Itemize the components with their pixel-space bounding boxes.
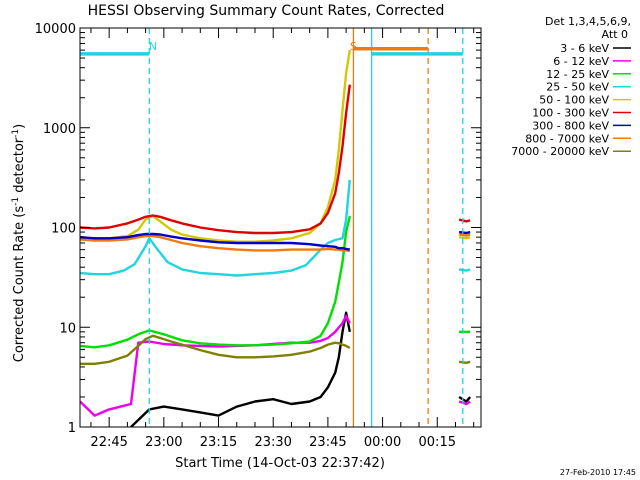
- series-line-50-100-kev-part2: [458, 236, 471, 240]
- legend-label: 50 - 100 keV: [539, 94, 609, 107]
- series-line-3-6-kev-part2: [130, 311, 351, 427]
- y-axis: 1 10 100 1000 10000: [35, 22, 481, 436]
- annotation-n: N: [149, 40, 157, 53]
- legend-label: 25 - 50 keV: [546, 81, 609, 94]
- series-line-100-300-kev-part2: [458, 218, 471, 223]
- x-tick-label: 22:45: [90, 435, 127, 450]
- legend-label: 12 - 25 keV: [546, 68, 609, 81]
- x-tick-label: 23:30: [254, 435, 291, 450]
- x-tick-label: 23:00: [145, 435, 182, 450]
- legend-header-line-2: Att 0: [602, 28, 628, 41]
- series-line-7000-20000-kev-part2: [458, 360, 471, 364]
- series-line-800-7000-kev-part2: [458, 233, 471, 237]
- x-tick-label: 00:00: [364, 435, 401, 450]
- series-line-12-25-kev: [80, 215, 351, 349]
- legend-header-line-1: Det 1,3,4,5,6,9,: [545, 15, 631, 28]
- x-tick-label: 00:15: [419, 435, 456, 450]
- y-tick-label: 10000: [35, 22, 76, 37]
- legend-label: 300 - 800 keV: [532, 119, 609, 132]
- series-layer: [80, 49, 472, 427]
- marker-layer: [80, 28, 464, 427]
- legend-label: 6 - 12 keV: [553, 55, 609, 68]
- legend-label: 7000 - 20000 keV: [511, 145, 609, 158]
- series-line-50-100-kev: [80, 49, 351, 243]
- chart-title: HESSI Observing Summary Count Rates, Cor…: [88, 3, 445, 19]
- series-line-25-50-kev-part2: [458, 268, 471, 272]
- series-line-3-6-kev-part2: [458, 395, 472, 403]
- footer-timestamp: 27-Feb-2010 17:45: [560, 468, 636, 477]
- annotation-s: S: [350, 40, 357, 53]
- series-line-6-12-kev-part2: [458, 400, 471, 406]
- x-axis: 22:45 23:00 23:15 23:30 23:45 00:00 00:15: [90, 28, 475, 450]
- y-axis-label: Corrected Count Rate (s-1 detector-1): [11, 124, 27, 362]
- legend-label: 100 - 300 keV: [532, 107, 609, 120]
- y-tick-label: 1: [68, 421, 76, 436]
- x-tick-label: 23:45: [309, 435, 346, 450]
- legend-label: 3 - 6 keV: [560, 42, 609, 55]
- legend-label: 800 - 7000 keV: [525, 132, 609, 145]
- series-line-7000-20000-kev: [80, 334, 351, 365]
- series-line-300-800-kev-part2: [458, 230, 471, 235]
- x-axis-label: Start Time (14-Oct-03 22:37:42): [175, 456, 385, 471]
- series-line-100-300-kev: [80, 84, 351, 235]
- y-tick-label: 100: [51, 222, 76, 237]
- series-line-800-7000-kev: [80, 234, 351, 253]
- y-tick-label: 1000: [43, 122, 76, 137]
- y-tick-label: 10: [59, 321, 76, 336]
- x-tick-label: 23:15: [200, 435, 237, 450]
- series-line-25-50-kev: [80, 179, 351, 277]
- series-line-300-800-kev: [80, 232, 351, 251]
